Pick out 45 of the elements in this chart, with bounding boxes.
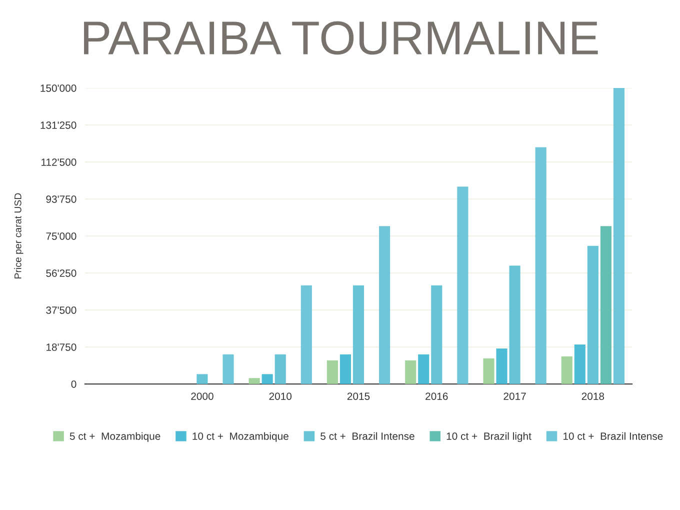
legend-label: 5 ct + Brazil Intense bbox=[320, 432, 414, 440]
x-tick-label: 2010 bbox=[269, 392, 292, 400]
bar bbox=[574, 344, 586, 384]
bar bbox=[196, 374, 208, 384]
bar bbox=[379, 226, 390, 384]
y-tick-label: 131'250 bbox=[40, 122, 76, 129]
bar bbox=[340, 354, 352, 384]
bar bbox=[274, 354, 286, 384]
bar bbox=[496, 348, 508, 384]
legend-label: 10 ct + Brazil light bbox=[446, 432, 532, 442]
y-tick-label: 75'000 bbox=[46, 232, 76, 240]
bar bbox=[222, 354, 234, 384]
bar bbox=[248, 378, 260, 384]
y-tick-label: 18'750 bbox=[46, 344, 76, 351]
legend-label: 5 ct + Mozambique bbox=[70, 432, 160, 442]
chart-title: PARAIBA TOURMALINE bbox=[84, 21, 598, 55]
y-tick-label: 56'250 bbox=[46, 270, 76, 277]
x-tick-label: 2018 bbox=[582, 392, 604, 400]
bar bbox=[326, 360, 338, 384]
bar bbox=[509, 266, 520, 384]
legend-label: 10 ct + Brazil Intense bbox=[563, 432, 663, 440]
x-tick-label: 2017 bbox=[504, 392, 526, 400]
x-tick-label: 2000 bbox=[191, 392, 214, 400]
y-tick-label: 0 bbox=[71, 380, 76, 388]
x-tick-label: 2016 bbox=[426, 392, 448, 400]
bar bbox=[535, 147, 546, 384]
bar bbox=[561, 356, 572, 384]
bar bbox=[262, 374, 273, 384]
bar bbox=[457, 186, 468, 384]
bar bbox=[587, 246, 598, 384]
bar bbox=[600, 226, 612, 384]
y-tick-label: 150'000 bbox=[40, 84, 76, 92]
y-axis-title: Price per carat USD bbox=[14, 193, 24, 278]
bar bbox=[300, 285, 312, 384]
bar bbox=[352, 285, 364, 384]
legend-label: 10 ct + Mozambique bbox=[192, 432, 288, 442]
y-tick-label: 112'500 bbox=[41, 158, 76, 166]
bar bbox=[405, 360, 416, 384]
bar bbox=[418, 354, 430, 384]
y-tick-label: 37'500 bbox=[46, 306, 76, 314]
bar bbox=[483, 358, 494, 384]
y-tick-label: 93'750 bbox=[46, 196, 76, 203]
bar bbox=[431, 285, 442, 384]
x-tick-label: 2015 bbox=[347, 392, 370, 400]
bar bbox=[613, 88, 625, 384]
